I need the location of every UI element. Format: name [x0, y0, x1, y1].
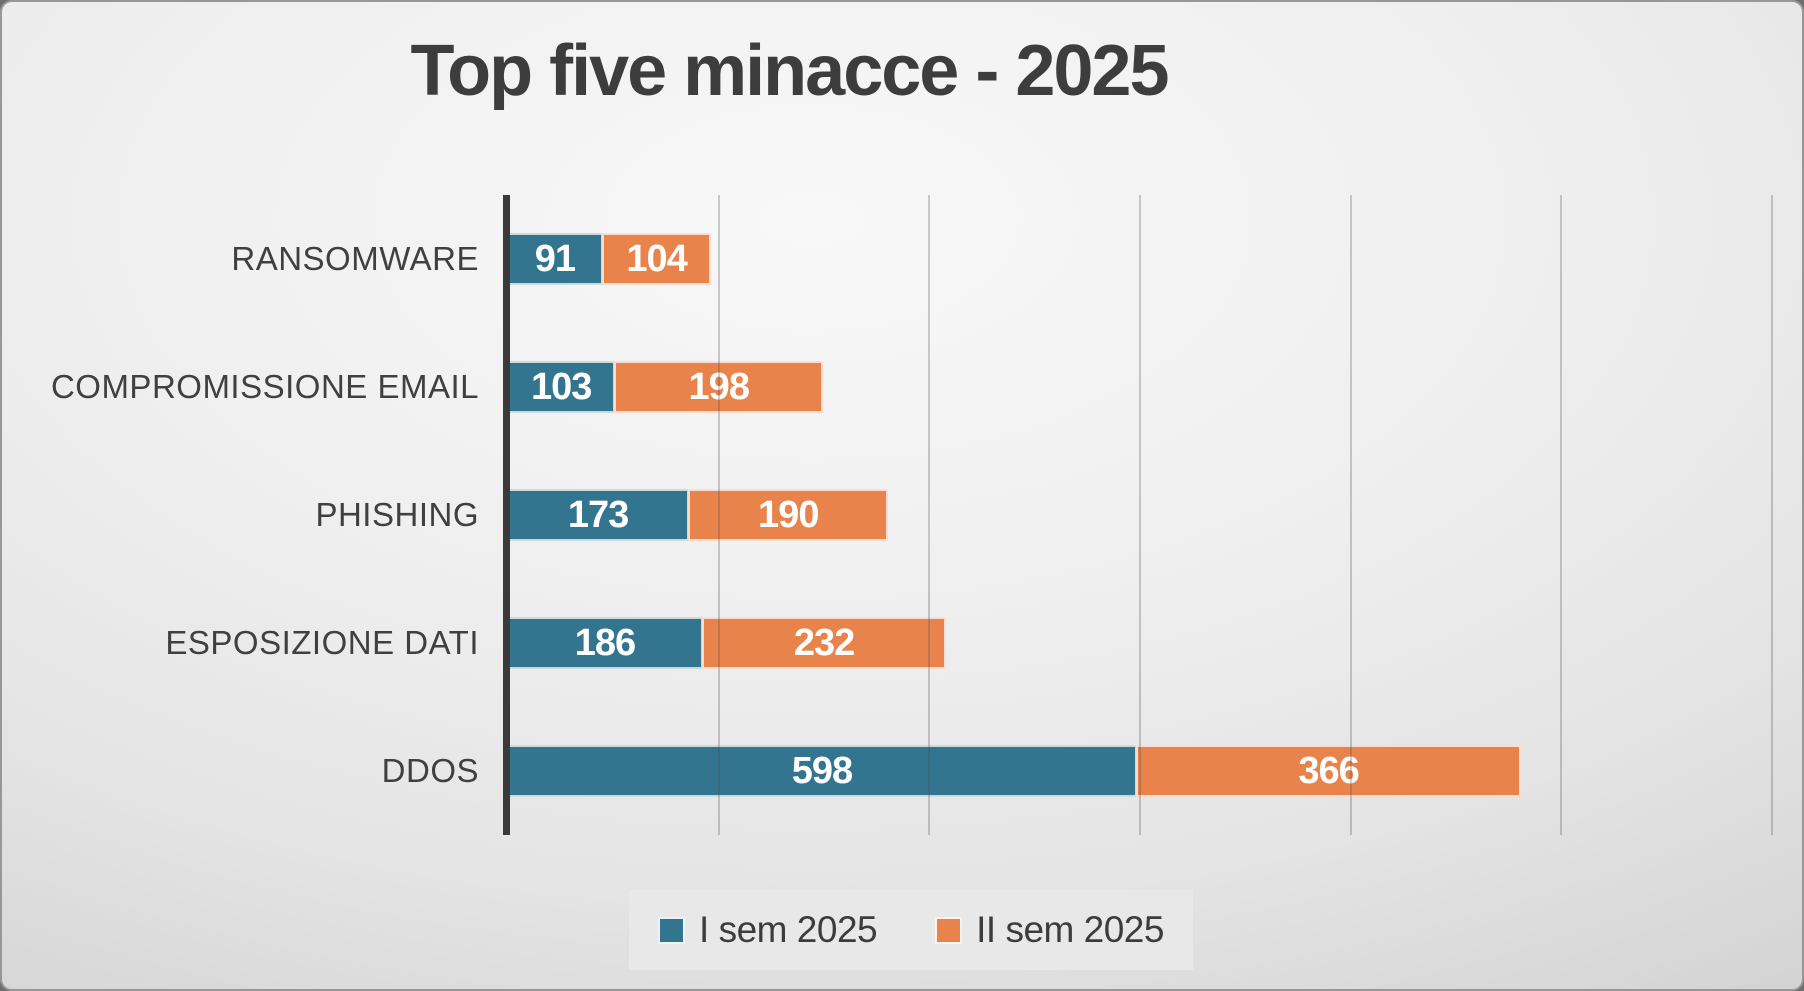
- bar-value-label: 198: [688, 365, 750, 408]
- legend-label: II sem 2025: [976, 909, 1164, 950]
- bar-stack: 186 232: [507, 617, 1792, 669]
- bar-value-label: 104: [626, 237, 687, 280]
- y-axis-line: [503, 195, 510, 835]
- bar-value-label: 186: [574, 621, 636, 664]
- gridline-600: [1138, 195, 1141, 835]
- chart-title: Top five minacce - 2025: [410, 31, 1169, 111]
- bar-row: DDOS 598 366: [382, 707, 1792, 835]
- category-label: COMPROMISSIONE EMAIL: [50, 368, 479, 405]
- bar-stack: 598 366: [507, 745, 1792, 797]
- bar-value-label: 232: [793, 621, 855, 664]
- bar-stack: 173 190: [507, 489, 1792, 541]
- legend: I sem 2025 II sem 2025: [629, 890, 1193, 970]
- legend-item-sem1: I sem 2025: [658, 909, 878, 951]
- bar-row: RANSOMWARE 91 104: [231, 195, 1792, 323]
- bar-stack: 103 198: [507, 361, 1792, 413]
- gridline-1200: [1770, 195, 1773, 835]
- bar-value-label: 91: [534, 237, 576, 280]
- bar-stack: 91 104: [507, 233, 1792, 285]
- gridline-800: [1349, 195, 1352, 835]
- bar-segment-sem1: 186: [507, 617, 703, 669]
- legend-swatch-icon: [658, 916, 686, 944]
- gridline-400: [928, 195, 931, 835]
- bar-segment-sem2: 104: [601, 233, 712, 285]
- plot-area: RANSOMWARE 91 104 COMPROMISSIONE EMAIL 103 19…: [51, 195, 1792, 835]
- bar-row: ESPOSIZIONE DATI 186 232: [165, 579, 1792, 707]
- bar-value-label: 103: [531, 365, 592, 408]
- category-label: RANSOMWARE: [231, 240, 479, 277]
- bar-row: COMPROMISSIONE EMAIL 103 198: [51, 323, 1792, 451]
- bar-value-label: 190: [758, 493, 819, 536]
- bar-segment-sem2: 366: [1135, 745, 1522, 797]
- bar-segment-sem2: 190: [688, 489, 889, 541]
- category-label: ESPOSIZIONE DATI: [165, 624, 479, 661]
- legend-swatch-icon: [935, 916, 963, 944]
- bar-segment-sem1: 173: [507, 489, 690, 541]
- bar-rows: RANSOMWARE 91 104 COMPROMISSIONE EMAIL 103 19…: [51, 195, 1792, 835]
- category-label: PHISHING: [315, 496, 479, 533]
- bar-segment-sem1: 103: [507, 361, 616, 413]
- bar-segment-sem1: 91: [507, 233, 603, 285]
- legend-item-sem2: II sem 2025: [935, 909, 1164, 951]
- gridline-1000: [1560, 195, 1563, 835]
- bar-row: PHISHING 173 190: [315, 451, 1792, 579]
- bar-value-label: 598: [791, 749, 853, 792]
- bar-segment-sem2: 232: [701, 617, 947, 669]
- bar-value-label: 366: [1298, 749, 1359, 792]
- bar-segment-sem1: 598: [507, 745, 1137, 797]
- gridline-200: [717, 195, 720, 835]
- bar-segment-sem2: 198: [614, 361, 824, 413]
- legend-label: I sem 2025: [699, 909, 878, 950]
- bar-value-label: 173: [567, 493, 629, 536]
- category-label: DDOS: [381, 752, 479, 789]
